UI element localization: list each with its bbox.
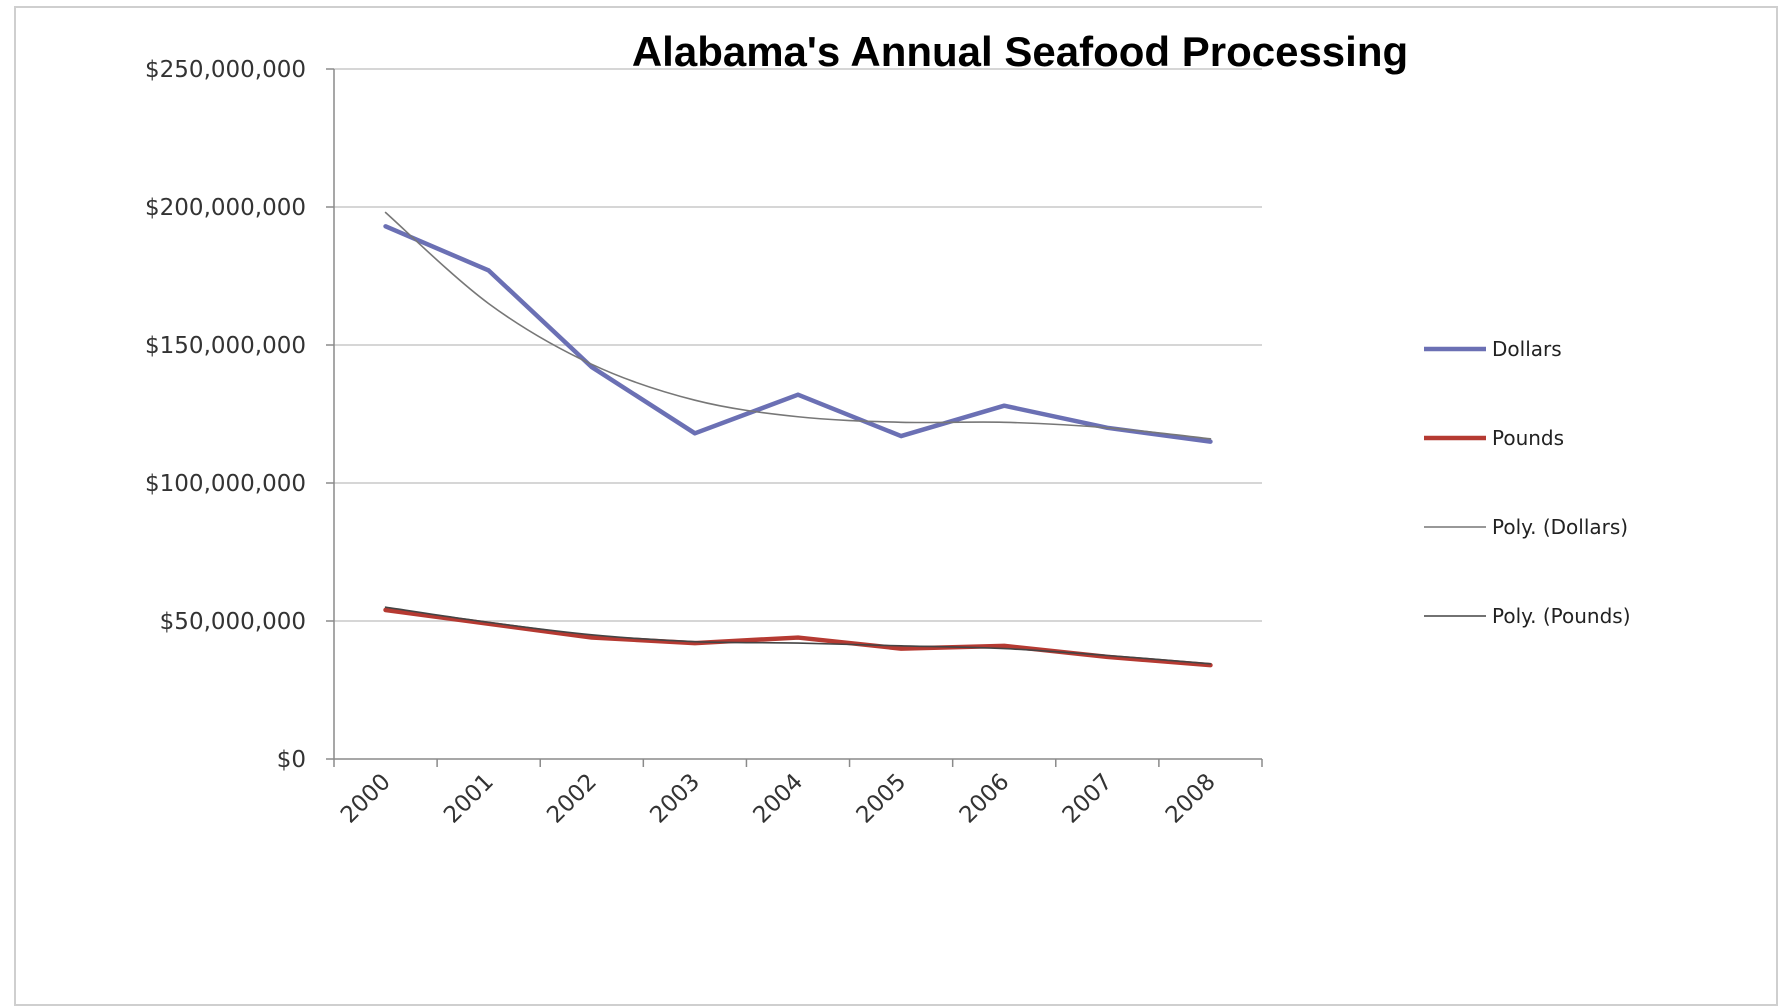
series-lines: [383, 211, 1213, 668]
x-tick-label: 2003: [645, 769, 705, 829]
x-tick-label: 2004: [748, 769, 808, 829]
chart-frame: [14, 6, 1778, 1006]
chart-title: Alabama's Annual Seafood Processing: [632, 28, 1408, 75]
x-tick-label: 2000: [336, 769, 396, 829]
y-axis-ticks: $0 $50,000,000 $100,000,000 $150,000,000 $20…: [145, 57, 334, 773]
series-line-dollars: [383, 224, 1213, 444]
series-line-poly-pounds: [384, 606, 1212, 665]
x-tick-label: 2008: [1161, 769, 1221, 829]
y-tick-label: $0: [277, 747, 306, 773]
y-tick-label: $100,000,000: [145, 471, 306, 497]
x-tick-label: 2005: [852, 769, 912, 829]
gridlines: [334, 68, 1262, 622]
series-line-poly-dollars: [384, 211, 1212, 440]
x-tick-label: 2007: [1058, 769, 1118, 829]
y-tick-label: $150,000,000: [145, 333, 306, 359]
x-tick-label: 2001: [439, 769, 499, 829]
legend-label: Pounds: [1492, 426, 1564, 450]
legend: Dollars Pounds Poly. (Dollars) Poly. (Pound…: [1424, 337, 1631, 628]
legend-label: Poly. (Dollars): [1492, 515, 1628, 539]
x-tick-label: 2002: [542, 769, 602, 829]
y-tick-label: $200,000,000: [145, 195, 306, 221]
axes: [333, 69, 1262, 760]
x-tick-label: 2006: [955, 769, 1015, 829]
y-tick-label: $250,000,000: [145, 57, 306, 83]
y-tick-label: $50,000,000: [160, 609, 306, 635]
x-axis-ticks: 2000 2001 2002 2003 2004 2005 2006 2007 2008: [333, 759, 1263, 829]
series-line-pounds: [383, 607, 1213, 668]
legend-label: Poly. (Pounds): [1492, 604, 1631, 628]
legend-label: Dollars: [1492, 337, 1562, 361]
